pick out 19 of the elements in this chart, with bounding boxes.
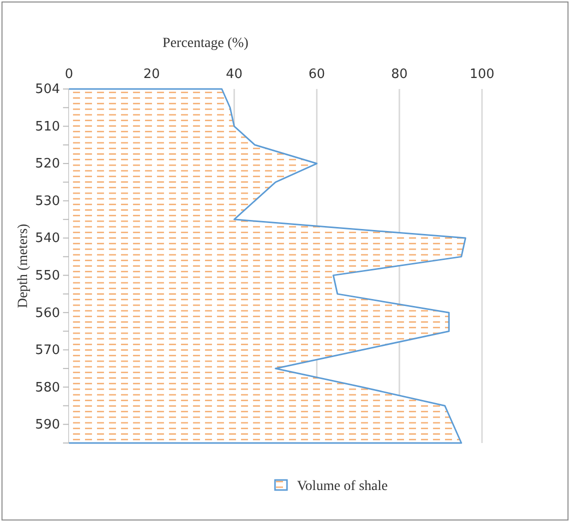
y-tick-label: 570 xyxy=(35,343,60,358)
y-tick-label: 530 xyxy=(35,194,60,209)
y-tick-label: 540 xyxy=(35,231,60,246)
x-axis-title: Percentage (%) xyxy=(162,36,249,51)
y-tick-label: 580 xyxy=(35,380,60,396)
legend-label: Volume of shale xyxy=(297,479,388,494)
y-tick-label: 590 xyxy=(35,418,60,433)
y-tick-label: 510 xyxy=(35,119,60,134)
x-tick-label: 80 xyxy=(391,67,408,82)
x-tick-label: 100 xyxy=(470,67,494,82)
y-tick-label: 504 xyxy=(35,82,60,98)
x-tick-label: 40 xyxy=(226,67,242,82)
y-tick-label: 520 xyxy=(35,156,60,172)
y-axis-title: Depth (meters) xyxy=(16,223,31,308)
y-tick-label: 550 xyxy=(35,268,60,284)
x-tick-label: 0 xyxy=(64,67,74,82)
x-tick-label: 60 xyxy=(308,67,326,82)
y-tick-label: 560 xyxy=(35,306,60,321)
x-tick-label: 20 xyxy=(143,67,160,82)
